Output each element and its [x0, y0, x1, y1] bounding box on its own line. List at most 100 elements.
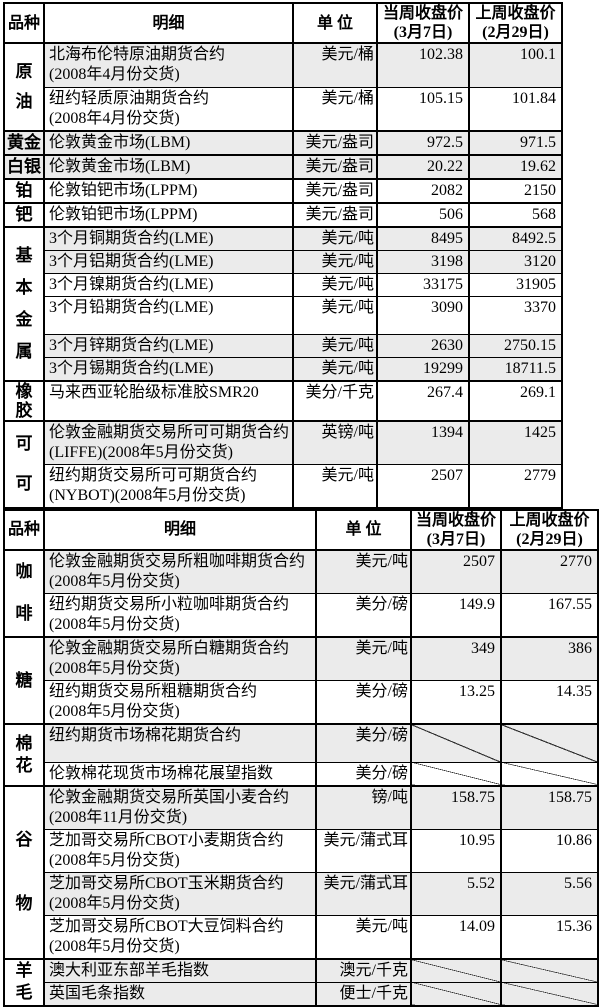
- table-row: 铂 伦敦铂钯市场(LPPM) 美元/盎司 2082 2150: [3, 177, 563, 203]
- previous-price-cell: 15.36: [500, 914, 599, 959]
- previous-price-cell: 1425: [468, 419, 563, 465]
- previous-price-cell: 167.55: [500, 593, 599, 638]
- detail-cell: 芝加哥交易所CBOT大豆饲料合约 (2008年5月份交货): [43, 914, 317, 959]
- table-row: 芝加哥交易所CBOT大豆饲料合约 (2008年5月份交货) 美元/吨 14.09…: [4, 914, 599, 959]
- unit-cell: 美分/磅: [315, 593, 412, 638]
- detail-cell: 3个月铝期货合约(LME): [43, 249, 294, 274]
- no-data-cell: [410, 957, 502, 983]
- no-data-cell: [410, 981, 502, 1006]
- unit-cell: 美元/吨: [315, 548, 412, 594]
- unit-cell: 美元/吨: [292, 225, 378, 251]
- detail-cell: 伦敦金融期货交易所英国小麦合约 (2008年11月份交货): [43, 784, 317, 830]
- table-row: 原 油 北海布伦特原油期货合约 (2008年4月份交货) 美元/桶 102.38…: [3, 42, 563, 131]
- category-cell: 钯: [3, 201, 45, 227]
- detail-cell: 3个月锡期货合约(LME): [43, 356, 294, 381]
- unit-cell: 美分/千克: [292, 379, 378, 421]
- previous-price-cell: 31905: [468, 272, 563, 297]
- current-price-cell: 2507: [410, 548, 502, 594]
- header-previous-price: 上周收盘价 (2月29日): [500, 509, 599, 551]
- previous-price-cell: 100.1: [468, 42, 563, 88]
- table-row: 英国毛条指数 便士/千克: [4, 981, 599, 1006]
- current-price-cell: 14.09: [410, 914, 502, 959]
- table-row: 3个月铝期货合约(LME) 美元/吨 3198 3120: [4, 249, 563, 274]
- table-header-row: 品种 明细 单 位 当周收盘价 (3月7日) 上周收盘价 (2月29日): [3, 509, 599, 551]
- unit-cell: 美分/磅: [315, 723, 412, 763]
- detail-cell: 伦敦铂钯市场(LPPM): [43, 201, 294, 227]
- previous-price-cell: 269.1: [468, 379, 563, 421]
- unit-cell: 美元/吨: [292, 295, 378, 335]
- unit-cell: 美元/吨: [292, 333, 378, 358]
- no-data-cell: [410, 723, 502, 763]
- table-row: 纽约期货交易所小粒咖啡期货合约 (2008年5月份交货) 美分/磅 149.9 …: [4, 593, 599, 638]
- unit-cell: 美元/吨: [292, 463, 378, 508]
- current-price-cell: 20.22: [376, 153, 470, 179]
- no-data-cell: [500, 957, 599, 983]
- page: 品种 明细 单 位 当周收盘价 (3月7日) 上周收盘价 (2月29日) 原 油…: [3, 2, 600, 1007]
- table-row: 纽约轻质原油期货合约 (2008年4月份交货) 美元/桶 105.15 101.…: [4, 86, 563, 131]
- previous-price-cell: 18711.5: [468, 356, 563, 381]
- current-price-cell: 3090: [376, 295, 470, 335]
- header-previous-price: 上周收盘价 (2月29日): [468, 2, 563, 44]
- current-price-cell: 5.52: [410, 871, 502, 916]
- table-row: 白银 伦敦黄金市场(LBM) 美元/盎司 20.22 19.62: [3, 153, 563, 179]
- header-category: 品种: [3, 509, 45, 551]
- current-price-cell: 2507: [376, 463, 470, 508]
- previous-price-cell: 971.5: [468, 129, 563, 155]
- previous-price-cell: 2150: [468, 177, 563, 203]
- header-unit: 单 位: [292, 2, 378, 44]
- previous-price-cell: 2779: [468, 463, 563, 508]
- detail-cell: 北海布伦特原油期货合约 (2008年4月份交货): [43, 42, 294, 88]
- detail-cell: 芝加哥交易所CBOT玉米期货合约 (2008年5月份交货): [43, 871, 317, 916]
- previous-price-cell: 2770: [500, 548, 599, 594]
- table-row: 谷 物 伦敦金融期货交易所英国小麦合约 (2008年11月份交货) 镑/吨 15…: [3, 784, 599, 959]
- detail-cell: 伦敦金融期货交易所粗咖啡期货合约 (2008年5月份交货): [43, 548, 317, 594]
- category-cell: 可 可: [3, 419, 45, 508]
- table-row: 糖 伦敦金融期货交易所白糖期货合约 (2008年5月份交货) 美元/吨 349 …: [3, 636, 599, 725]
- unit-cell: 美元/桶: [292, 86, 378, 131]
- detail-cell: 英国毛条指数: [43, 981, 317, 1006]
- current-price-cell: 149.9: [410, 593, 502, 638]
- current-price-cell: 33175: [376, 272, 470, 297]
- unit-cell: 美元/蒲式耳: [315, 828, 412, 873]
- detail-cell: 3个月铅期货合约(LME): [43, 295, 294, 335]
- detail-cell: 伦敦黄金市场(LBM): [43, 153, 294, 179]
- unit-cell: 美分/磅: [315, 761, 412, 786]
- current-price-cell: 506: [376, 201, 470, 227]
- detail-cell: 伦敦金融期货交易所白糖期货合约 (2008年5月份交货): [43, 636, 317, 681]
- current-price-cell: 2630: [376, 333, 470, 358]
- no-data-cell: [500, 761, 599, 786]
- table-row: 纽约期货交易所可可期货合约 (NYBOT)(2008年5月份交货) 美元/吨 2…: [4, 463, 563, 508]
- unit-cell: 美元/蒲式耳: [315, 871, 412, 916]
- table-row: 3个月铅期货合约(LME) 美元/吨 3090 3370: [4, 295, 563, 335]
- table-row: 伦敦棉花现货市场棉花展望指数 美分/磅: [4, 761, 599, 786]
- commodity-table-1: 品种 明细 单 位 当周收盘价 (3月7日) 上周收盘价 (2月29日) 原 油…: [3, 2, 563, 509]
- table-row: 纽约期货交易所粗糖期货合约 (2008年5月份交货) 美分/磅 13.25 14…: [4, 680, 599, 725]
- current-price-cell: 102.38: [376, 42, 470, 88]
- unit-cell: 美元/吨: [292, 356, 378, 381]
- previous-price-cell: 3370: [468, 295, 563, 335]
- commodity-table-2: 品种 明细 单 位 当周收盘价 (3月7日) 上周收盘价 (2月29日) 咖 啡…: [3, 508, 599, 1007]
- category-cell: 黄金: [3, 129, 45, 155]
- unit-cell: 澳元/千克: [315, 957, 412, 983]
- detail-cell: 纽约期货交易所小粒咖啡期货合约 (2008年5月份交货): [43, 593, 317, 638]
- current-price-cell: 158.75: [410, 784, 502, 830]
- header-detail: 明细: [43, 2, 294, 44]
- category-cell: 羊 毛: [3, 957, 45, 1006]
- previous-price-cell: 8492.5: [468, 225, 563, 251]
- detail-cell: 纽约期货交易所粗糖期货合约 (2008年5月份交货): [43, 680, 317, 725]
- current-price-cell: 10.95: [410, 828, 502, 873]
- table-row: 可 可 伦敦金融期货交易所可可期货合约 (LIFFE)(2008年5月份交货) …: [3, 419, 563, 508]
- table-row: 橡 胶 马来西亚轮胎级标准胶SMR20 美分/千克 267.4 269.1: [3, 379, 563, 421]
- category-cell: 棉 花: [3, 723, 45, 786]
- table-row: 3个月锡期货合约(LME) 美元/吨 19299 18711.5: [4, 356, 563, 381]
- detail-cell: 伦敦金融期货交易所可可期货合约 (LIFFE)(2008年5月份交货): [43, 419, 294, 465]
- current-price-cell: 1394: [376, 419, 470, 465]
- table-row: 3个月锌期货合约(LME) 美元/吨 2630 2750.15: [4, 333, 563, 358]
- detail-cell: 伦敦棉花现货市场棉花展望指数: [43, 761, 317, 786]
- previous-price-cell: 386: [500, 636, 599, 681]
- table-row: 芝加哥交易所CBOT小麦期货合约 (2008年5月份交货) 美元/蒲式耳 10.…: [4, 828, 599, 873]
- current-price-cell: 2082: [376, 177, 470, 203]
- current-price-cell: 19299: [376, 356, 470, 381]
- header-detail: 明细: [43, 509, 317, 551]
- unit-cell: 美元/吨: [315, 636, 412, 681]
